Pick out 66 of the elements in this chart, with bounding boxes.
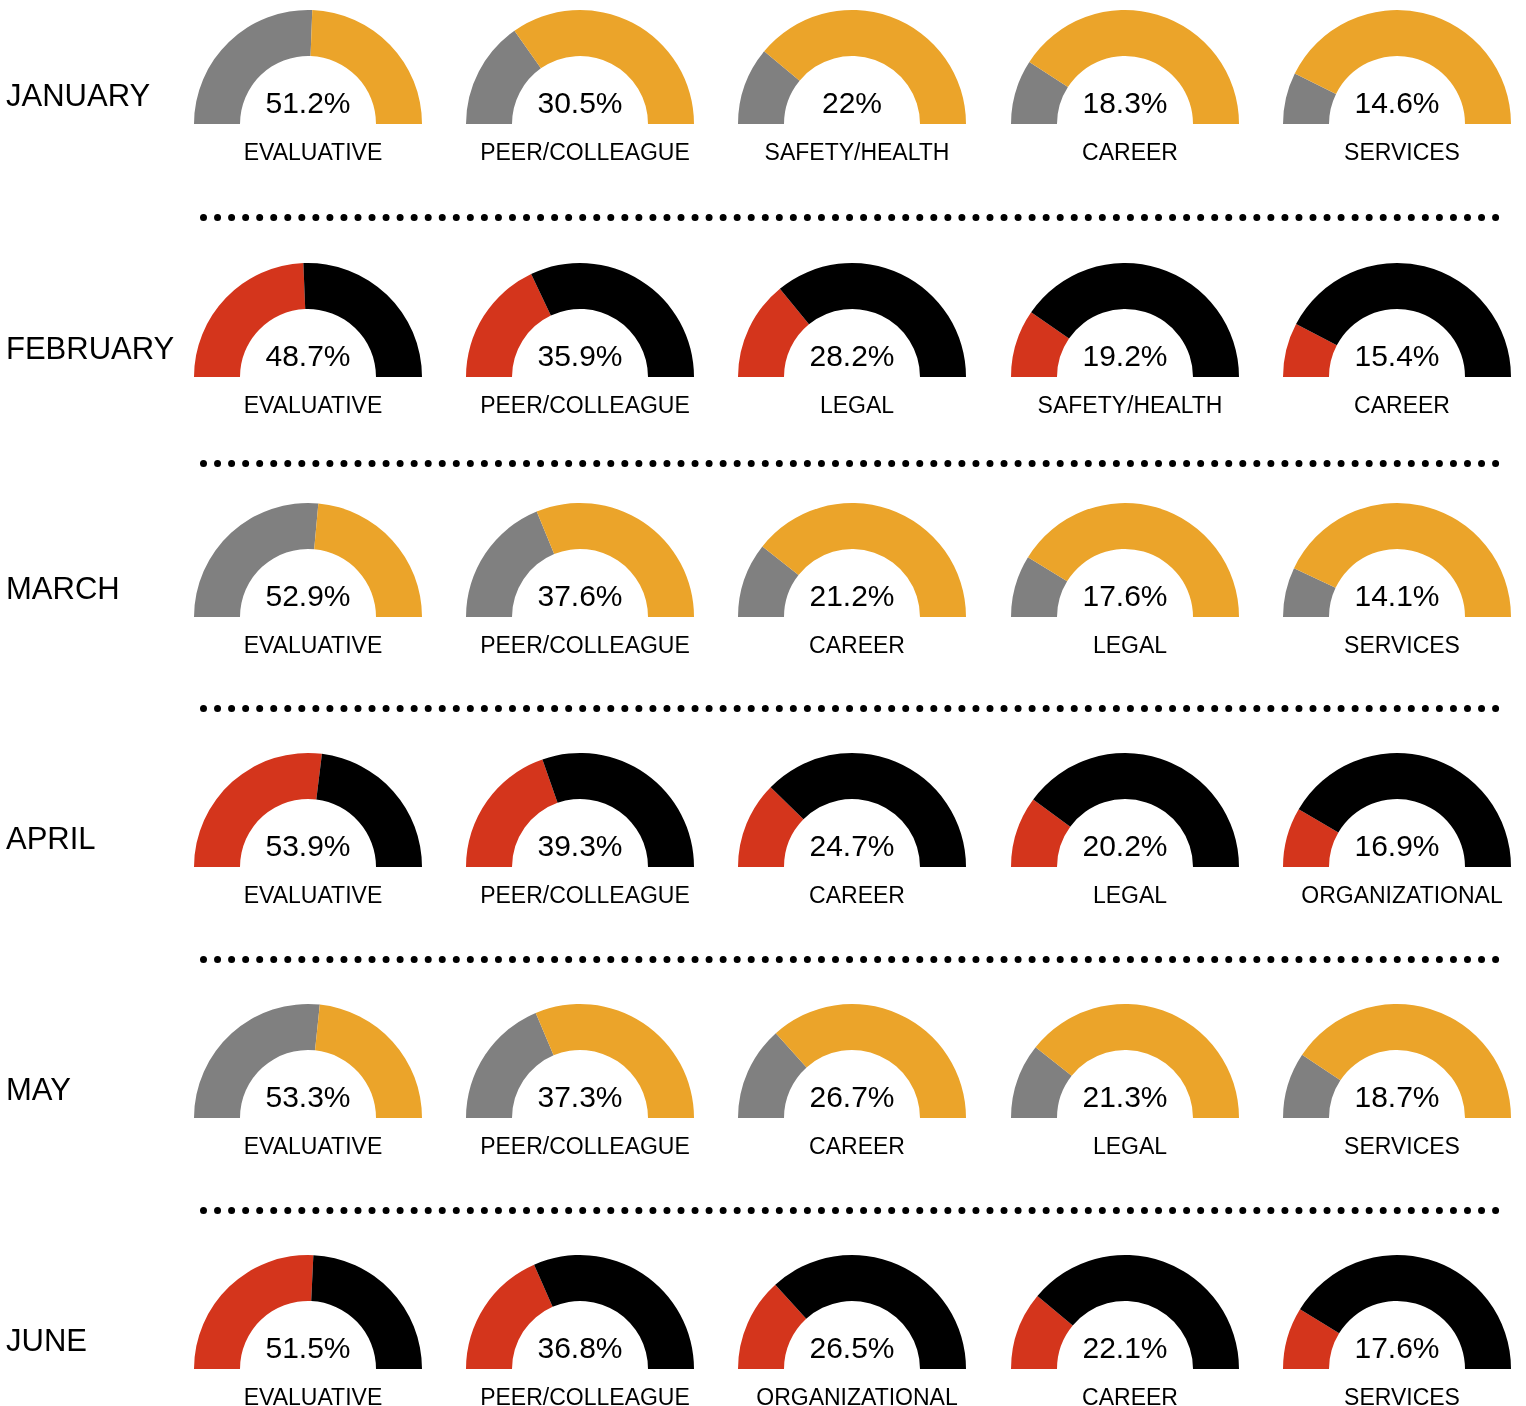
text: PEER/COLLEAGUE — [480, 881, 690, 908]
text: 52.9% — [265, 578, 351, 612]
text: 19.2% — [1082, 338, 1168, 372]
text: JANUARY — [6, 78, 151, 113]
text: 17.6% — [1354, 1330, 1440, 1364]
text: 24.7% — [809, 828, 895, 862]
text: EVALUATIVE — [243, 391, 383, 418]
text: JUNE — [6, 1323, 87, 1358]
text: 51.5% — [265, 1330, 351, 1364]
text: SERVICES — [1344, 138, 1460, 165]
text: CAREER — [1354, 391, 1450, 418]
text: CAREER — [809, 1132, 905, 1159]
text: 51.2% — [265, 85, 351, 119]
text: 37.6% — [537, 578, 623, 612]
text: PEER/COLLEAGUE — [480, 138, 690, 165]
text: PEER/COLLEAGUE — [480, 1383, 690, 1406]
text: 30.5% — [537, 85, 623, 119]
text: EVALUATIVE — [243, 881, 383, 908]
text: 22% — [821, 85, 883, 119]
text: PEER/COLLEAGUE — [480, 391, 690, 418]
text: CAREER — [809, 881, 905, 908]
text: CAREER — [809, 631, 905, 658]
text: 21.2% — [809, 578, 895, 612]
text: 21.3% — [1082, 1079, 1168, 1113]
text: 16.9% — [1354, 828, 1440, 862]
text: CAREER — [1082, 138, 1178, 165]
text: ORGANIZATIONAL — [1301, 881, 1503, 908]
text: LEGAL — [1092, 881, 1168, 908]
text: 37.3% — [537, 1079, 623, 1113]
text: MAY — [6, 1072, 71, 1107]
text: 20.2% — [1082, 828, 1168, 862]
text: 53.9% — [265, 828, 351, 862]
text: EVALUATIVE — [243, 138, 383, 165]
text: 36.8% — [537, 1330, 623, 1364]
text: ORGANIZATIONAL — [756, 1383, 958, 1406]
text: EVALUATIVE — [243, 631, 383, 658]
text: 14.6% — [1354, 85, 1440, 119]
text: 22.1% — [1082, 1330, 1168, 1364]
text: 53.3% — [265, 1079, 351, 1113]
text: 15.4% — [1354, 338, 1440, 372]
text: 18.7% — [1354, 1079, 1440, 1113]
text: 28.2% — [809, 338, 895, 372]
text: FEBRUARY — [6, 331, 175, 366]
text: 14.1% — [1354, 578, 1440, 612]
text: PEER/COLLEAGUE — [480, 1132, 690, 1159]
text: LEGAL — [819, 391, 895, 418]
text: SERVICES — [1344, 631, 1460, 658]
text: APRIL — [6, 821, 96, 856]
text: SAFETY/HEALTH — [764, 138, 950, 165]
text: CAREER — [1082, 1383, 1178, 1406]
text: LEGAL — [1092, 1132, 1168, 1159]
text: EVALUATIVE — [243, 1132, 383, 1159]
text: 35.9% — [537, 338, 623, 372]
text: SERVICES — [1344, 1132, 1460, 1159]
text: 26.5% — [809, 1330, 895, 1364]
text: LEGAL — [1092, 631, 1168, 658]
text: SAFETY/HEALTH — [1037, 391, 1223, 418]
text: EVALUATIVE — [243, 1383, 383, 1406]
text: 17.6% — [1082, 578, 1168, 612]
text: SERVICES — [1344, 1383, 1460, 1406]
text: MARCH — [6, 571, 120, 606]
text: 18.3% — [1082, 85, 1168, 119]
text: 26.7% — [809, 1079, 895, 1113]
text: PEER/COLLEAGUE — [480, 631, 690, 658]
text: 48.7% — [265, 338, 351, 372]
text: 39.3% — [537, 828, 623, 862]
